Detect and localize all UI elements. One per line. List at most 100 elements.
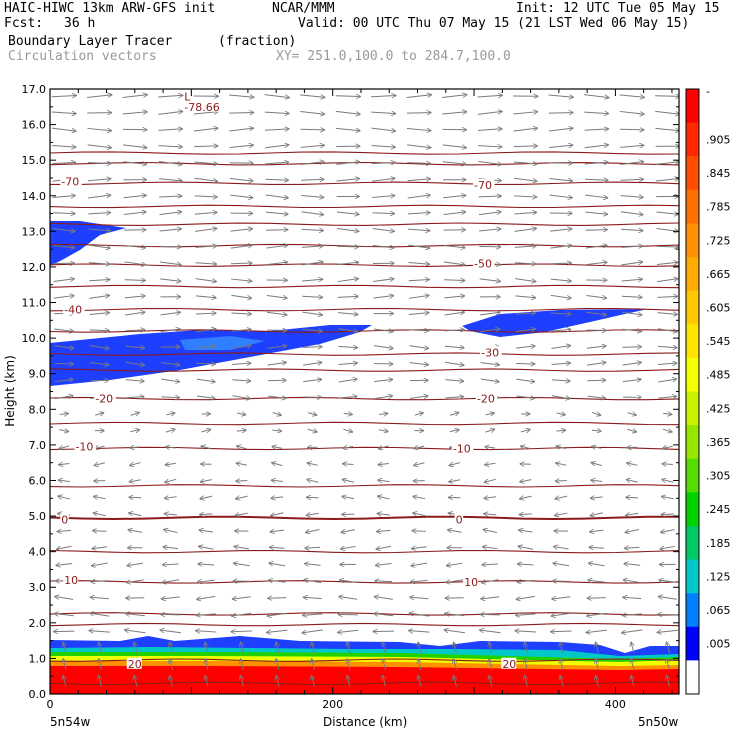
wind-vector	[160, 630, 181, 634]
wind-vector	[301, 229, 324, 230]
wind-vector	[266, 230, 288, 231]
wind-vector	[418, 676, 421, 687]
wind-vector	[241, 642, 244, 654]
wind-vector	[338, 379, 357, 383]
x-end-location: 5n50w	[638, 715, 679, 729]
wind-vector	[454, 642, 457, 654]
wind-vector	[514, 196, 537, 197]
wind-vector	[53, 279, 75, 282]
y-tick-label: 11.0	[22, 297, 47, 310]
wind-vector	[230, 194, 253, 198]
wind-vector	[407, 195, 431, 199]
wind-vector	[372, 195, 395, 197]
wind-vector	[485, 429, 494, 432]
contour-label: -70	[61, 176, 79, 189]
wind-vector	[158, 129, 182, 131]
wind-vector	[621, 246, 642, 247]
wind-vector	[197, 595, 216, 599]
wind-vector	[414, 463, 425, 466]
colorbar-label: .725	[706, 234, 731, 247]
wind-vector	[271, 480, 283, 481]
wind-vector	[236, 446, 247, 449]
wind-vector	[552, 597, 571, 599]
wind-vector	[52, 162, 75, 163]
wind-vector	[264, 129, 289, 130]
wind-vector	[158, 95, 183, 97]
wind-vector	[661, 496, 674, 498]
wind-vector	[553, 563, 570, 566]
wind-vector	[303, 597, 322, 598]
wind-vector	[445, 613, 465, 615]
wind-vector	[442, 144, 467, 148]
contour-line	[50, 622, 679, 627]
wind-vector	[484, 514, 497, 515]
wind-vector	[195, 246, 216, 248]
wind-vector	[409, 631, 430, 633]
contour-line	[50, 181, 679, 185]
wind-vector	[89, 279, 110, 280]
wind-vector	[373, 296, 393, 299]
distance-axis: 0 200 400	[47, 89, 673, 711]
wind-vector	[125, 361, 145, 365]
wind-vector	[230, 245, 252, 249]
wind-vector	[123, 195, 147, 199]
wind-vector	[264, 112, 289, 113]
contour-label: -50	[474, 257, 492, 270]
wind-vector	[159, 229, 182, 231]
y-tick-label: 1.0	[29, 652, 47, 665]
y-axis-label: Height (km)	[3, 355, 17, 426]
wind-vector	[548, 128, 573, 132]
colorbar-swatch	[686, 525, 699, 561]
wind-vector	[586, 630, 607, 632]
wind-vector	[658, 379, 676, 383]
wind-vector	[196, 396, 215, 398]
contour-label: 0	[61, 514, 68, 527]
wind-vector	[621, 311, 642, 315]
wind-vector	[412, 531, 426, 532]
fcst-value: 36 h	[64, 16, 96, 31]
temperature-contour-labels: -78.66 -70 -70 -50 -40 -30 -20 -20 -10 -10 0 0 10 10 2…	[60, 91, 517, 671]
wind-vector	[89, 631, 110, 633]
wind-vector	[620, 179, 644, 180]
wind-vector	[89, 295, 109, 299]
wind-vector	[584, 129, 608, 130]
wind-vector	[59, 446, 70, 449]
init-time: Init: 12 UTC Tue 05 May 15	[516, 1, 720, 16]
wind-vector	[302, 629, 323, 633]
wind-vector	[272, 463, 283, 466]
wind-vector	[377, 530, 391, 531]
wind-vector	[164, 514, 177, 515]
wind-vector	[170, 659, 173, 670]
wind-vector	[194, 212, 217, 214]
wind-vector	[655, 162, 679, 165]
wind-vector	[272, 430, 281, 431]
x-axis-label: Distance (km)	[323, 715, 407, 729]
wind-vector	[448, 530, 462, 533]
wind-vector	[625, 529, 640, 533]
wind-vector	[449, 463, 461, 466]
wind-vector	[159, 196, 182, 197]
wind-vector	[590, 512, 603, 516]
wind-vector	[584, 94, 609, 98]
wind-vector	[302, 329, 323, 331]
wind-vector	[161, 378, 179, 382]
wind-vector	[585, 262, 607, 264]
y-tick-label: 13.0	[22, 225, 47, 238]
contour-label: -10	[453, 442, 471, 455]
wind-vector	[267, 362, 287, 366]
wind-vector	[656, 246, 678, 247]
wind-vector	[264, 94, 290, 98]
wind-vector	[373, 279, 394, 282]
wind-vector	[229, 113, 253, 114]
wind-vector	[88, 195, 111, 199]
overlay-name: Circulation vectors	[8, 49, 157, 64]
wind-vector	[312, 642, 315, 654]
wind-vector	[525, 642, 528, 654]
wind-vector	[621, 262, 642, 266]
wind-vector	[196, 329, 216, 333]
wind-vector	[130, 412, 140, 415]
wind-vector	[51, 112, 76, 114]
wind-vector	[585, 212, 607, 214]
wind-vector	[515, 631, 536, 632]
wind-vector	[479, 312, 500, 315]
